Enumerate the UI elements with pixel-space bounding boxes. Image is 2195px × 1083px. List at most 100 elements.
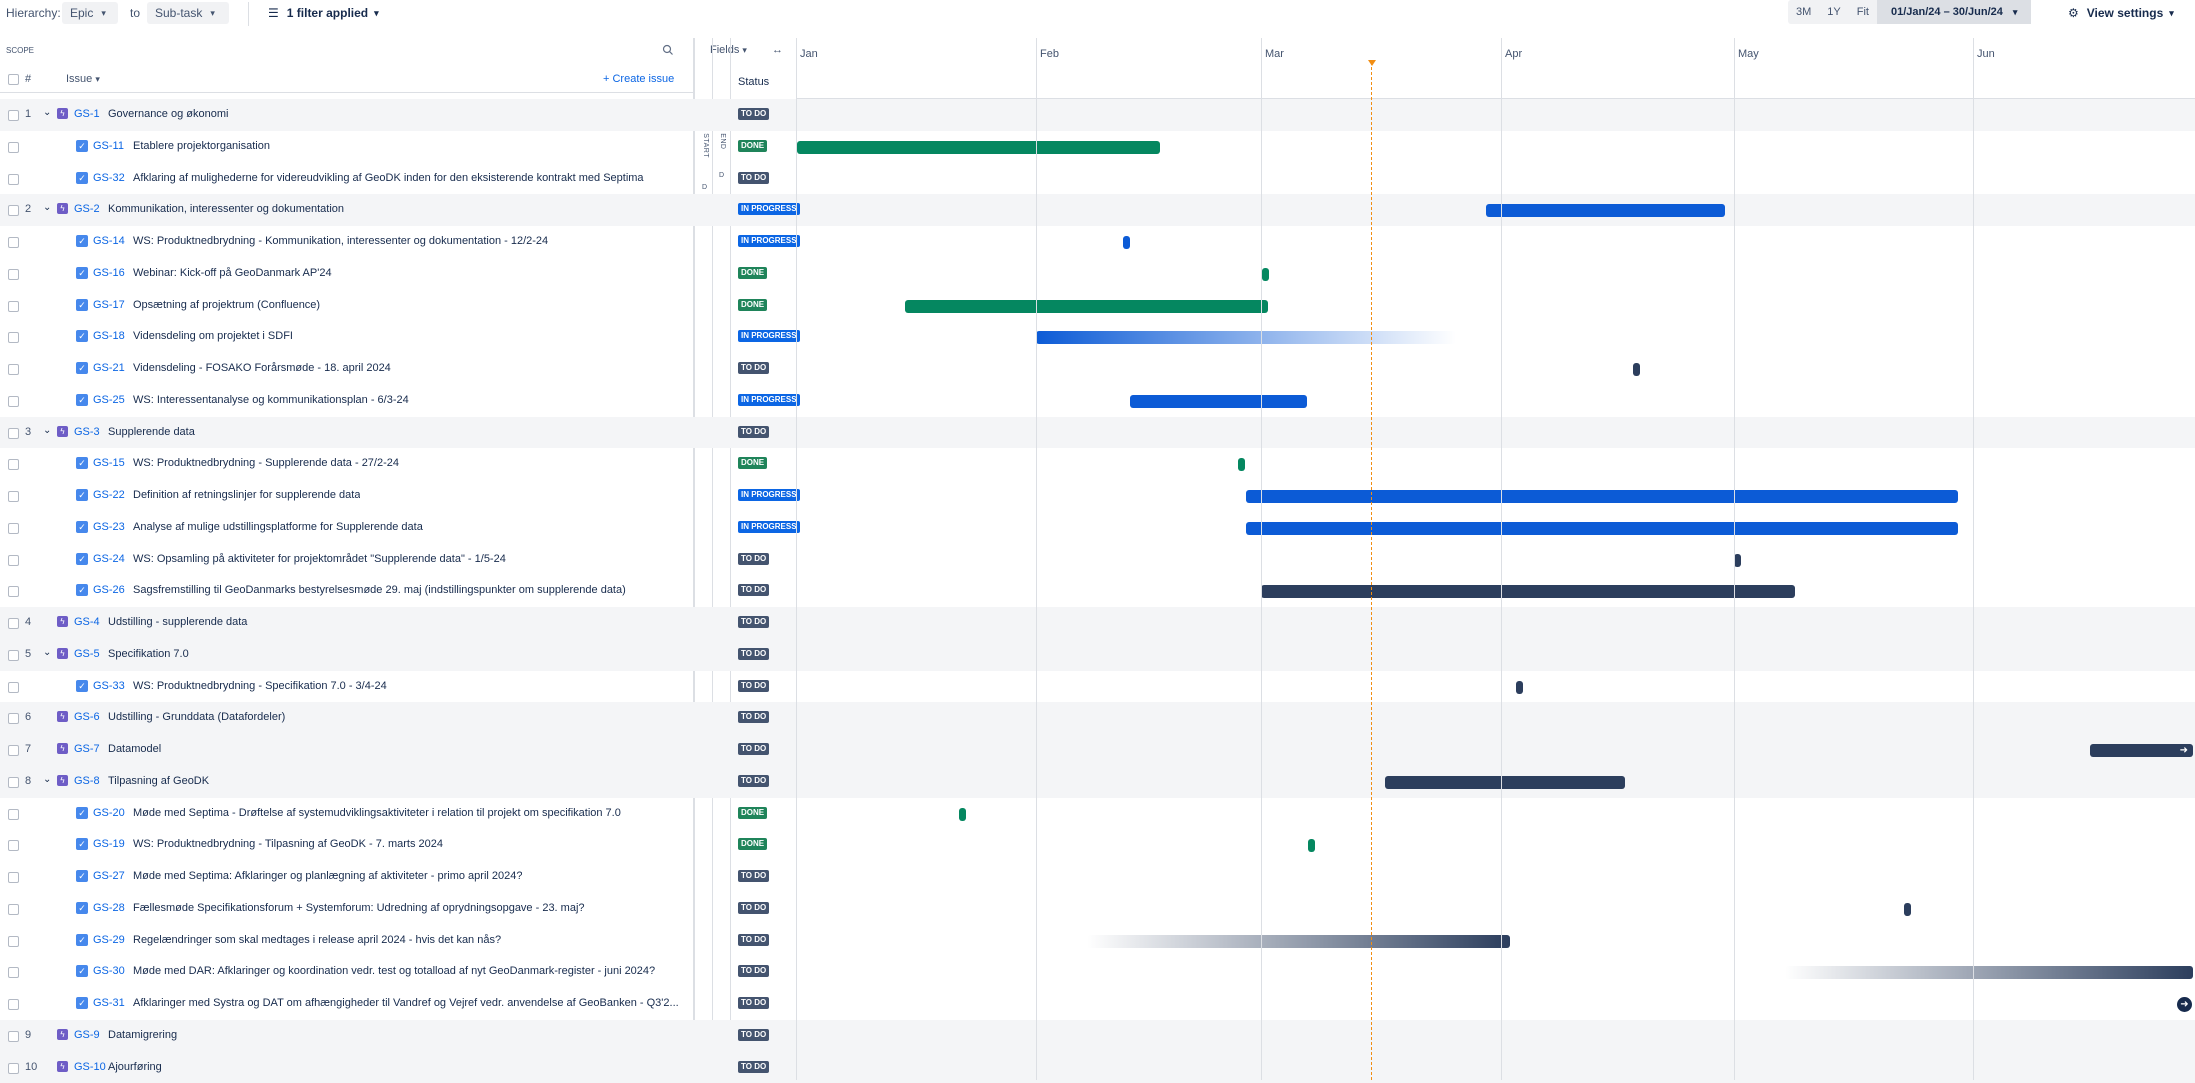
issue-key-link[interactable]: GS-22 bbox=[93, 489, 125, 501]
issue-title[interactable]: Vidensdeling - FOSAKO Forårsmøde - 18. a… bbox=[133, 362, 391, 374]
fields-button[interactable]: Fields ▾ bbox=[710, 44, 747, 56]
status-badge[interactable]: TO DO bbox=[738, 648, 769, 660]
issue-key-link[interactable]: GS-14 bbox=[93, 235, 125, 247]
issue-title[interactable]: Sagsfremstilling til GeoDanmarks bestyre… bbox=[133, 584, 626, 596]
issue-title[interactable]: Vidensdeling om projektet i SDFI bbox=[133, 330, 293, 342]
chevron-down-icon[interactable]: ⌄ bbox=[43, 647, 51, 658]
timeline-bar[interactable] bbox=[905, 300, 1268, 313]
issue-title[interactable]: Regelændringer som skal medtages i relea… bbox=[133, 934, 501, 946]
status-badge[interactable]: DONE bbox=[738, 807, 767, 819]
row-checkbox[interactable] bbox=[8, 110, 19, 121]
row-checkbox[interactable] bbox=[8, 491, 19, 502]
issue-title[interactable]: Datamigrering bbox=[108, 1029, 177, 1041]
row-checkbox[interactable] bbox=[8, 269, 19, 280]
status-badge[interactable]: DONE bbox=[738, 457, 767, 469]
timeline-bar[interactable] bbox=[1036, 331, 1456, 344]
issue-title[interactable]: Governance og økonomi bbox=[108, 108, 228, 120]
chevron-down-icon[interactable]: ⌄ bbox=[43, 774, 51, 785]
status-badge[interactable]: TO DO bbox=[738, 362, 769, 374]
row-checkbox[interactable] bbox=[8, 999, 19, 1010]
row-checkbox[interactable] bbox=[8, 745, 19, 756]
issue-key-link[interactable]: GS-30 bbox=[93, 965, 125, 977]
issue-title[interactable]: Opsætning af projektrum (Confluence) bbox=[133, 299, 320, 311]
row-checkbox[interactable] bbox=[8, 1063, 19, 1074]
issue-title[interactable]: Møde med Septima - Drøftelse af systemud… bbox=[133, 807, 621, 819]
issue-title[interactable]: Udstilling - supplerende data bbox=[108, 616, 247, 628]
issue-key-link[interactable]: GS-7 bbox=[74, 743, 100, 755]
issue-key-link[interactable]: GS-18 bbox=[93, 330, 125, 342]
issue-title[interactable]: Kommunikation, interessenter og dokument… bbox=[108, 203, 344, 215]
issue-key-link[interactable]: GS-20 bbox=[93, 807, 125, 819]
timeline-bar[interactable] bbox=[1385, 776, 1625, 789]
status-badge[interactable]: TO DO bbox=[738, 711, 769, 723]
row-checkbox[interactable] bbox=[8, 428, 19, 439]
issue-title[interactable]: Fællesmøde Specifikationsforum + Systemf… bbox=[133, 902, 585, 914]
select-all-checkbox[interactable] bbox=[8, 74, 19, 85]
issue-title[interactable]: Afklaring af mulighederne for videreudvi… bbox=[133, 172, 644, 184]
row-checkbox[interactable] bbox=[8, 936, 19, 947]
row-checkbox[interactable] bbox=[8, 809, 19, 820]
row-checkbox[interactable] bbox=[8, 840, 19, 851]
chevron-down-icon[interactable]: ⌄ bbox=[43, 425, 51, 436]
issue-key-link[interactable]: GS-1 bbox=[74, 108, 100, 120]
issue-key-link[interactable]: GS-29 bbox=[93, 934, 125, 946]
row-checkbox[interactable] bbox=[8, 682, 19, 693]
issue-title[interactable]: Definition af retningslinjer for suppler… bbox=[133, 489, 360, 501]
issue-title[interactable]: Analyse af mulige udstillingsplatforme f… bbox=[133, 521, 423, 533]
status-badge[interactable]: TO DO bbox=[738, 934, 769, 946]
timeline-bar[interactable] bbox=[1633, 363, 1640, 376]
timeline-bar[interactable] bbox=[1246, 522, 1958, 535]
issue-key-link[interactable]: GS-33 bbox=[93, 680, 125, 692]
timeline-bar[interactable] bbox=[797, 141, 1160, 154]
timeline-bar[interactable] bbox=[1246, 490, 1958, 503]
issue-key-link[interactable]: GS-17 bbox=[93, 299, 125, 311]
status-badge[interactable]: IN PROGRESS bbox=[738, 394, 800, 406]
issue-key-link[interactable]: GS-31 bbox=[93, 997, 125, 1009]
chevron-down-icon[interactable]: ⌄ bbox=[43, 107, 51, 118]
create-issue-button[interactable]: + Create issue bbox=[603, 73, 674, 85]
issue-key-link[interactable]: GS-10 bbox=[74, 1061, 106, 1073]
issue-key-link[interactable]: GS-5 bbox=[74, 648, 100, 660]
issue-key-link[interactable]: GS-6 bbox=[74, 711, 100, 723]
timeline-bar[interactable] bbox=[1238, 458, 1245, 471]
status-badge[interactable]: TO DO bbox=[738, 680, 769, 692]
issue-title[interactable]: Møde med DAR: Afklaringer og koordinatio… bbox=[133, 965, 655, 977]
row-checkbox[interactable] bbox=[8, 174, 19, 185]
issue-key-link[interactable]: GS-32 bbox=[93, 172, 125, 184]
timeline-bar[interactable] bbox=[1486, 204, 1725, 217]
filter-button[interactable]: ☰ 1 filter applied ▾ bbox=[268, 2, 379, 24]
timeline-bar[interactable] bbox=[1785, 966, 2193, 979]
status-badge[interactable]: IN PROGRESS bbox=[738, 489, 800, 501]
issue-key-link[interactable]: GS-27 bbox=[93, 870, 125, 882]
issue-key-link[interactable]: GS-4 bbox=[74, 616, 100, 628]
status-badge[interactable]: DONE bbox=[738, 838, 767, 850]
arrow-right-circle-icon[interactable]: ➜ bbox=[2177, 997, 2192, 1012]
status-badge[interactable]: DONE bbox=[738, 267, 767, 279]
row-checkbox[interactable] bbox=[8, 904, 19, 915]
zoom-1y-button[interactable]: 1Y bbox=[1819, 0, 1848, 24]
timeline-bar[interactable] bbox=[1130, 395, 1307, 408]
row-checkbox[interactable] bbox=[8, 967, 19, 978]
row-checkbox[interactable] bbox=[8, 618, 19, 629]
status-badge[interactable]: TO DO bbox=[738, 172, 769, 184]
timeline-bar[interactable]: ➜ bbox=[2090, 744, 2193, 757]
zoom-fit-button[interactable]: Fit bbox=[1849, 0, 1877, 24]
status-badge[interactable]: IN PROGRESS bbox=[738, 235, 800, 247]
status-badge[interactable]: TO DO bbox=[738, 965, 769, 977]
status-badge[interactable]: TO DO bbox=[738, 870, 769, 882]
issue-key-link[interactable]: GS-25 bbox=[93, 394, 125, 406]
